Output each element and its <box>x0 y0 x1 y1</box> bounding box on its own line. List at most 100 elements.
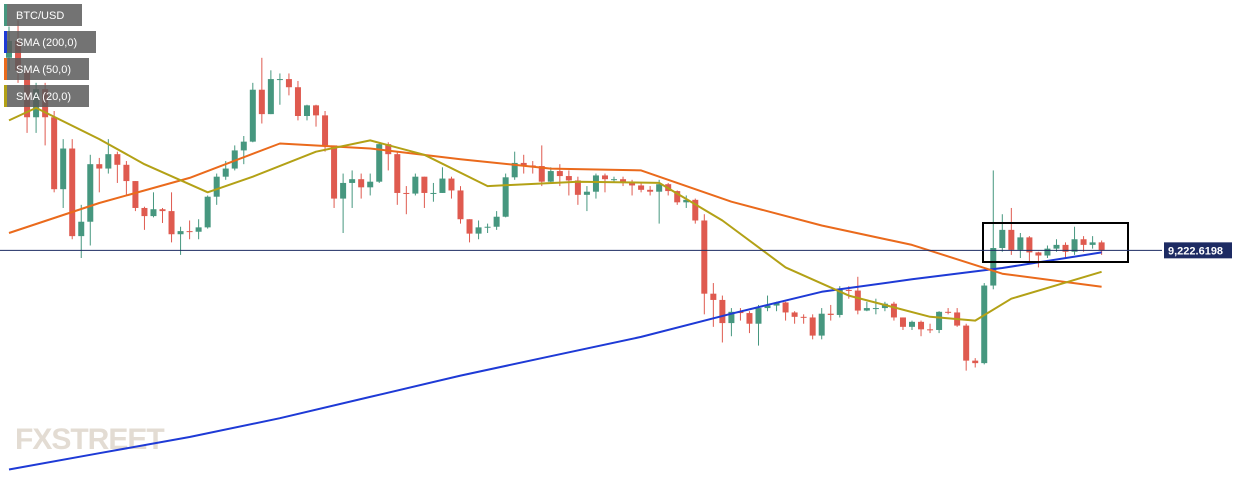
candle-body <box>701 220 708 294</box>
candle-body <box>520 162 527 166</box>
legend-box <box>4 58 89 80</box>
candle-body <box>51 117 58 190</box>
candle-body <box>1035 252 1042 256</box>
candle-body <box>511 162 518 178</box>
candle-body <box>601 175 608 180</box>
candle-body <box>854 290 861 311</box>
legend-swatch <box>4 31 7 53</box>
candle-body <box>150 209 157 217</box>
candle-body <box>719 299 726 324</box>
legend-swatch <box>4 4 7 26</box>
candle-body <box>872 308 879 310</box>
candle-body <box>394 154 401 193</box>
candle-body <box>683 199 690 203</box>
candle-body <box>827 313 834 315</box>
candle-body <box>1026 237 1033 253</box>
candle-body <box>863 308 870 311</box>
candle-body <box>313 105 320 116</box>
candle-body <box>936 311 943 330</box>
price-label: 9,222.6198 <box>1168 245 1223 257</box>
candle-body <box>439 178 446 193</box>
candle-body <box>1080 239 1087 245</box>
legend-box <box>4 4 82 26</box>
candle-body <box>999 229 1006 249</box>
candle-body <box>367 181 374 188</box>
candle-body <box>674 191 681 203</box>
candle-body <box>123 164 130 182</box>
candle-body <box>204 196 211 228</box>
candle-body <box>358 179 365 188</box>
candle-body <box>132 181 139 208</box>
candle-body <box>15 40 22 71</box>
candle-body <box>1098 242 1105 251</box>
candle-body <box>1008 229 1015 250</box>
candle-body <box>836 289 843 315</box>
candle-body <box>927 329 934 331</box>
candle-body <box>285 79 292 88</box>
candle-body <box>412 176 419 194</box>
candle-body <box>421 176 428 193</box>
candle-body <box>746 313 753 324</box>
candle-body <box>638 185 645 190</box>
sma-line <box>8 251 1102 471</box>
candle-body <box>755 308 762 324</box>
watermark: FXSTREET <box>15 423 164 456</box>
candle-body <box>620 179 627 183</box>
candle-body <box>475 227 482 234</box>
candle-body <box>448 178 455 191</box>
candle-body <box>376 144 383 182</box>
candle-body <box>972 360 979 364</box>
candle-body <box>213 176 220 197</box>
candle-body <box>403 192 410 194</box>
candle-body <box>168 211 175 235</box>
legend-label: BTC/USD <box>16 10 64 22</box>
candle-body <box>990 248 997 286</box>
candle-body <box>96 164 103 169</box>
candle-body <box>565 176 572 181</box>
candle-body <box>1089 242 1096 245</box>
candle-body <box>294 87 301 116</box>
candle-body <box>114 154 121 165</box>
candle-body <box>1062 244 1069 252</box>
candle-body <box>231 150 238 169</box>
candle-body <box>981 285 988 364</box>
candle-body <box>647 189 654 192</box>
candle-body <box>1044 248 1051 256</box>
highlight-box <box>982 222 1129 263</box>
candle-body <box>899 317 906 327</box>
candle-body <box>656 184 663 192</box>
candle-body <box>592 175 599 192</box>
candle-body <box>809 317 816 336</box>
candle-body <box>556 171 563 177</box>
candle-body <box>538 166 545 182</box>
candle-body <box>773 302 780 306</box>
legend-label: SMA (50,0) <box>16 64 71 76</box>
legend-swatch <box>4 58 7 80</box>
candle-body <box>728 311 735 324</box>
candle-body <box>331 145 338 199</box>
candle-body <box>249 89 256 142</box>
candle-body <box>791 312 798 317</box>
candle-body <box>141 207 148 217</box>
candle-body <box>105 154 112 169</box>
legend-box <box>4 31 96 53</box>
candle-body <box>918 321 925 330</box>
candle-body <box>276 79 283 81</box>
candle-body <box>322 115 329 146</box>
candle-body <box>484 226 491 228</box>
candle-body <box>240 141 247 151</box>
legend-label: SMA (20,0) <box>16 91 71 103</box>
candle-body <box>267 79 274 115</box>
candle-body <box>303 105 310 116</box>
candle-body <box>87 164 94 222</box>
candle-body <box>574 180 581 195</box>
candle-body <box>493 216 500 227</box>
candle-body <box>611 179 618 181</box>
candle-body <box>583 191 590 195</box>
sma-line <box>8 142 1102 288</box>
candle-body <box>222 168 229 177</box>
candle-body <box>818 313 825 336</box>
candle-body <box>466 219 473 234</box>
candle-body <box>782 302 789 313</box>
